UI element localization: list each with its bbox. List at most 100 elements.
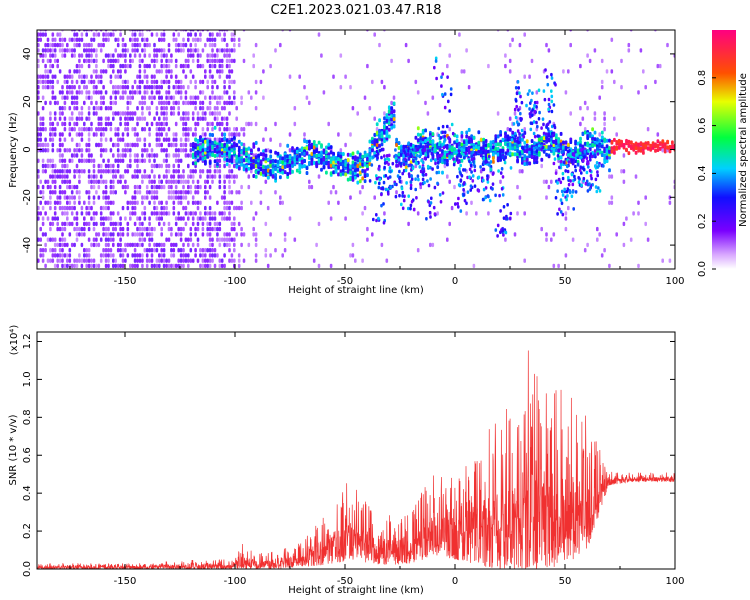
spectrogram-cell: [162, 248, 166, 253]
spectrogram-cell: [264, 172, 268, 177]
spectrogram-cell: [80, 32, 84, 37]
spectrogram-cell: [49, 42, 52, 48]
spectrogram-cell: [416, 174, 420, 178]
spectrogram-cell: [95, 106, 98, 111]
spectrogram-cell: [639, 48, 643, 53]
spectrogram-cell: [112, 169, 115, 174]
spectrogram-cell: [143, 127, 147, 132]
spectrogram-cell: [44, 100, 47, 106]
spectrogram-cell: [160, 85, 163, 90]
spectrogram-cell: [133, 258, 137, 263]
spectrogram-cell: [426, 111, 430, 116]
spectrogram-cell: [283, 154, 287, 159]
spectrogram-cell: [148, 106, 151, 111]
spectrogram-cell: [167, 48, 171, 53]
spectrogram-cell: [279, 42, 282, 48]
spectrogram-cell: [126, 121, 130, 127]
spectrogram-cell: [201, 48, 205, 53]
spectrogram-cell: [44, 179, 47, 184]
spectrogram-cell: [496, 146, 500, 151]
spectrogram-cell: [179, 174, 183, 179]
spectrogram-cell: [194, 169, 197, 174]
spectrogram-cell: [150, 95, 154, 100]
spectrogram-cell: [61, 111, 64, 116]
spectrogram-cell: [339, 172, 343, 177]
spectrogram-cell: [489, 140, 493, 145]
spectrogram-cell: [247, 121, 251, 127]
spectrogram-cell: [153, 53, 156, 58]
spectrogram-cell: [380, 79, 384, 85]
spectrogram-cell: [281, 200, 284, 205]
spectrogram-cell: [145, 148, 149, 153]
spectrogram-cell: [216, 85, 219, 90]
spectrogram-cell: [385, 133, 389, 138]
spectrogram-cell: [317, 140, 321, 145]
spectrogram-cell: [218, 153, 222, 158]
spectrogram-cell: [160, 216, 163, 221]
spectrogram-cell: [387, 192, 390, 196]
spectrogram-cell: [431, 143, 435, 148]
spectrogram-cell: [494, 142, 498, 147]
spectrogram-cell: [375, 176, 379, 181]
spectrogram-cell: [104, 237, 108, 242]
spectrogram-cell: [649, 143, 653, 148]
spectrogram-cell: [107, 248, 110, 253]
spectrogram-cell: [383, 165, 386, 170]
spectrogram-cell: [600, 79, 604, 85]
spectrogram-cell: [126, 127, 130, 132]
spectrogram-cell: [95, 53, 98, 58]
spectrogram-cell: [153, 200, 156, 205]
spectrogram-cell: [182, 226, 185, 232]
spectrogram-cell: [354, 175, 357, 180]
spectrogram-cell: [349, 164, 352, 169]
spectrogram-cell: [225, 58, 229, 64]
y-tick-label: 40: [22, 48, 33, 61]
spectrogram-cell: [143, 63, 147, 69]
spectrogram-cell: [494, 150, 498, 155]
spectrogram-cell: [482, 150, 486, 155]
spectrogram-cell: [104, 106, 108, 111]
spectrogram-cell: [184, 179, 188, 184]
spectrogram-cell: [213, 42, 217, 48]
spectrogram-cell: [145, 37, 149, 42]
spectrogram-cell: [423, 180, 426, 185]
spectrogram-cell: [61, 263, 64, 269]
spectrogram-cell: [424, 153, 428, 157]
spectrogram-cell: [230, 174, 234, 179]
spectrogram-cell: [53, 42, 57, 48]
spectrogram-cell: [187, 116, 190, 121]
spectrogram-cell: [46, 237, 50, 242]
spectrogram-cell: [218, 237, 222, 242]
spectrogram-cell: [99, 127, 103, 132]
spectrogram-cell: [107, 226, 110, 232]
spectrogram-cell: [262, 152, 265, 157]
spectrogram-cell: [334, 165, 338, 170]
spectrogram-cell: [153, 242, 156, 248]
spectrogram-cell: [218, 100, 222, 106]
spectrogram-cell: [447, 99, 450, 104]
spectrogram-cell: [208, 221, 212, 227]
spectrogram-cell: [361, 184, 364, 190]
spectrogram-cell: [373, 132, 377, 137]
spectrogram-cell: [218, 142, 222, 147]
colorbar-tick-label: 0.0: [697, 261, 708, 277]
spectrogram-cell: [90, 95, 93, 100]
spectrogram-cell: [421, 130, 425, 135]
spectrogram-cell: [603, 137, 607, 142]
spectrogram-cell: [104, 116, 108, 121]
spectrogram-cell: [223, 116, 226, 121]
spectrogram-cell: [654, 143, 657, 148]
spectrogram-cell: [51, 95, 55, 100]
spectrogram-cell: [138, 63, 142, 69]
spectrogram-cell: [375, 127, 379, 132]
spectrogram-cell: [448, 53, 451, 58]
spectrogram-cell: [372, 155, 375, 159]
spectrogram-cell: [431, 132, 435, 137]
spectrogram-cell: [92, 258, 96, 263]
spectrogram-cell: [315, 153, 319, 158]
spectrogram-cell: [138, 232, 142, 237]
spectrogram-cell: [366, 164, 369, 168]
spectrogram-cell: [150, 226, 154, 232]
spectrogram-cell: [143, 248, 147, 253]
spectrogram-cell: [211, 74, 214, 79]
